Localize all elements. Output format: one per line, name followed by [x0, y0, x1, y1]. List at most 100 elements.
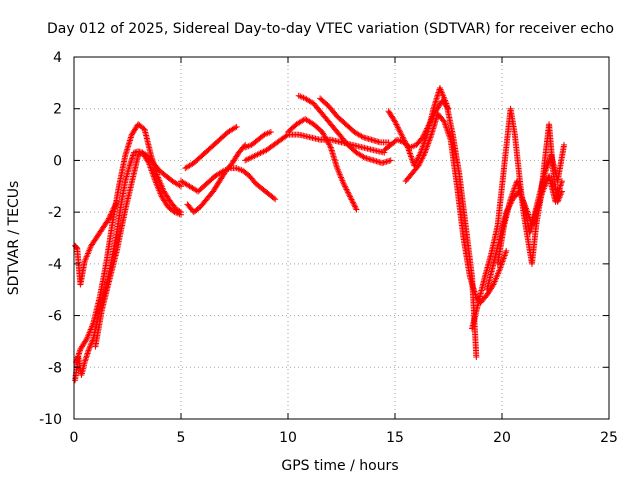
series-track-r — [494, 172, 565, 267]
data-point — [353, 206, 360, 213]
x-axis-title: GPS time / hours — [281, 458, 398, 474]
data-point — [105, 215, 112, 222]
y-tick-label: -8 — [48, 360, 62, 376]
data-point — [105, 216, 112, 223]
data-point — [400, 135, 407, 142]
data-point — [503, 247, 510, 254]
data-point — [342, 185, 349, 192]
x-tick-label: 10 — [279, 430, 297, 446]
y-tick-label: -2 — [48, 205, 62, 221]
data-point — [343, 186, 350, 193]
data-point — [415, 162, 422, 169]
y-tick-label: 2 — [53, 102, 62, 118]
data-point — [349, 197, 356, 204]
data-point — [417, 158, 424, 165]
x-tick-label: 5 — [177, 430, 186, 446]
data-point — [347, 195, 354, 202]
series-track-g — [182, 123, 240, 172]
data-point — [399, 134, 406, 141]
ticks: 0 5 10 15 20 25 -10 -8 -6 -4 -2 0 2 4 — [39, 50, 618, 446]
data-point — [473, 353, 480, 360]
data-point — [561, 141, 568, 148]
data-point — [489, 282, 496, 289]
data-point — [387, 157, 394, 164]
data-point — [233, 123, 240, 130]
data-point — [392, 120, 399, 127]
data-point — [86, 344, 93, 351]
series-track-f — [178, 165, 279, 203]
data-point — [401, 137, 408, 144]
data-point — [346, 192, 353, 199]
data-point — [85, 346, 92, 353]
plot-data — [72, 85, 568, 384]
chart-title: Day 012 of 2025, Sidereal Day-to-day VTE… — [47, 21, 614, 37]
data-point — [270, 195, 277, 202]
data-point — [340, 180, 347, 187]
data-point — [345, 190, 352, 197]
data-point — [348, 196, 355, 203]
data-point — [344, 187, 351, 194]
data-point — [398, 131, 405, 138]
data-point — [267, 128, 274, 135]
data-point — [399, 133, 406, 140]
data-point — [416, 161, 423, 168]
data-point — [396, 128, 403, 135]
data-point — [420, 152, 427, 159]
data-point — [176, 182, 183, 189]
data-point — [83, 337, 90, 344]
series-track-l — [285, 116, 360, 213]
data-point — [341, 182, 348, 189]
x-tick-label: 0 — [70, 430, 79, 446]
series-track-a — [72, 198, 120, 288]
data-point — [350, 200, 357, 207]
data-point — [392, 118, 398, 125]
data-point — [219, 168, 226, 175]
data-point — [394, 124, 401, 131]
data-point — [421, 151, 428, 158]
y-tick-label: -10 — [39, 412, 62, 428]
data-point — [352, 205, 359, 212]
data-point — [344, 189, 351, 196]
data-point — [394, 122, 401, 129]
data-point — [558, 178, 565, 185]
data-point — [347, 193, 354, 200]
data-point — [397, 130, 404, 137]
data-point — [327, 143, 334, 150]
data-point — [403, 141, 410, 148]
x-tick-label: 25 — [600, 430, 618, 446]
series-track-d — [92, 149, 184, 350]
y-tick-label: -4 — [48, 257, 62, 273]
data-point — [396, 127, 403, 134]
x-tick-label: 20 — [493, 430, 511, 446]
series-track-o — [402, 110, 510, 306]
data-point — [404, 143, 411, 150]
y-tick-label: -6 — [48, 309, 62, 325]
data-point — [283, 132, 290, 139]
plot-frame — [73, 56, 610, 420]
data-point — [416, 159, 423, 166]
data-point — [232, 124, 239, 131]
y-tick-label: 0 — [53, 153, 62, 169]
data-point — [349, 199, 356, 206]
series-track-c — [73, 121, 184, 366]
data-point — [418, 156, 425, 163]
data-point — [419, 153, 426, 160]
data-point — [272, 196, 279, 203]
data-point — [393, 121, 400, 128]
data-point — [106, 214, 113, 221]
data-point — [178, 183, 184, 190]
data-point — [401, 138, 408, 145]
data-point — [395, 125, 402, 132]
data-point — [419, 155, 426, 162]
data-point — [342, 183, 349, 190]
data-point — [360, 153, 367, 160]
y-tick-label: 4 — [53, 50, 62, 66]
data-point — [145, 158, 152, 165]
data-point — [351, 202, 358, 209]
series-track-h — [242, 128, 274, 151]
data-point — [402, 140, 409, 147]
x-tick-label: 15 — [386, 430, 404, 446]
data-point — [178, 211, 184, 218]
data-point — [358, 133, 365, 140]
